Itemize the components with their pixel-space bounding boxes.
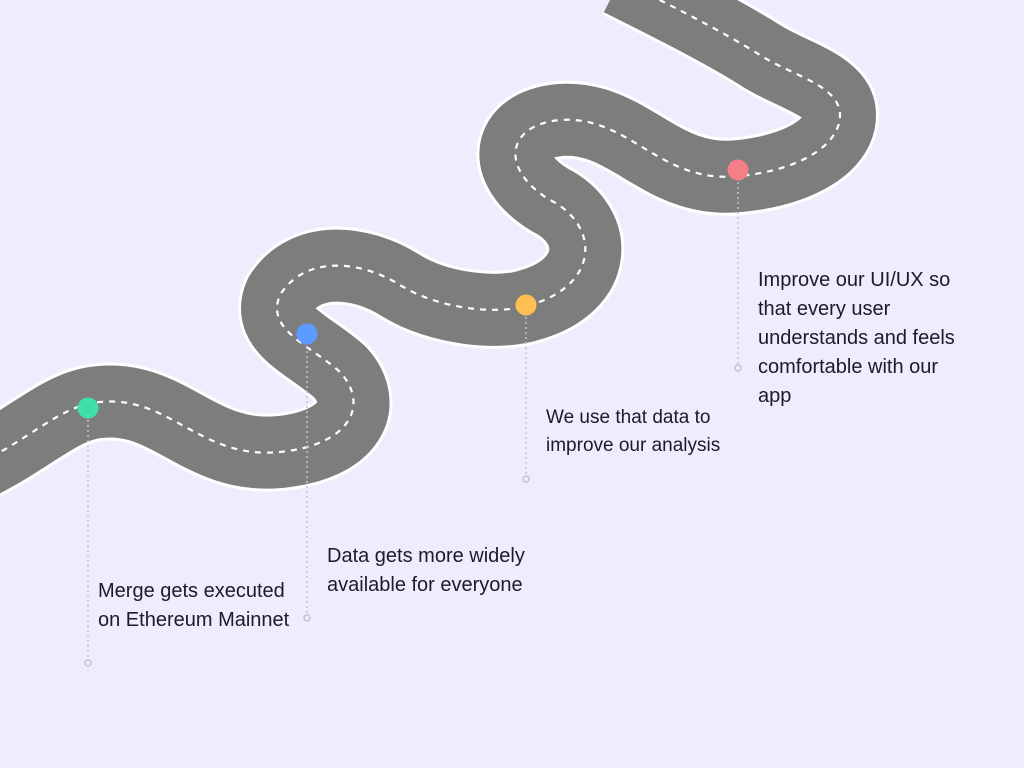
connector-end-1 xyxy=(84,659,92,667)
connectors xyxy=(87,182,739,660)
milestone-dot-4 xyxy=(727,159,749,181)
milestone-text-2: Data gets more widely available for ever… xyxy=(327,545,525,596)
road xyxy=(0,0,879,497)
connector-end-2 xyxy=(303,614,311,622)
milestone-text-3: We use that data to improve our analysis xyxy=(546,407,721,456)
connector-end-4 xyxy=(734,364,742,372)
connector-end-3 xyxy=(522,475,530,483)
milestone-text-4: Improve our UI/UX so that every user und… xyxy=(758,269,955,407)
milestone-dot-3 xyxy=(515,294,537,316)
milestone-dot-1 xyxy=(77,397,99,419)
milestone-dots xyxy=(77,159,749,419)
milestone-text-1: Merge gets executed on Ethereum Mainnet xyxy=(98,580,290,631)
connector-ends xyxy=(84,364,742,667)
milestone-dot-2 xyxy=(296,323,318,345)
